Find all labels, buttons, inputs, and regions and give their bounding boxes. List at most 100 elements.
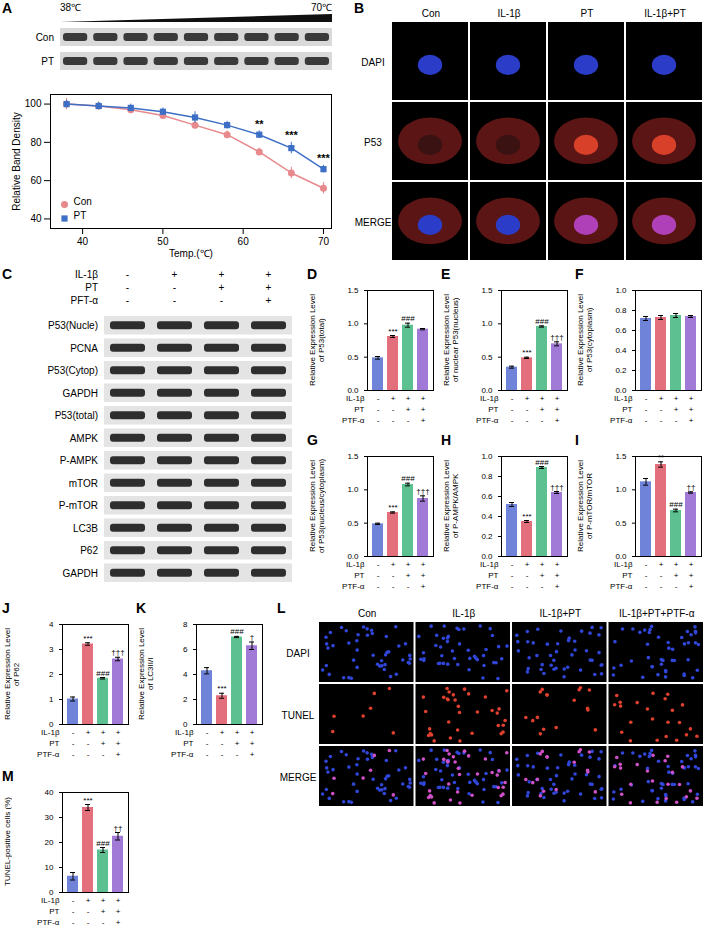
svg-text:+: + bbox=[421, 394, 426, 403]
svg-text:38℃: 38℃ bbox=[60, 2, 81, 13]
svg-text:P53(Nucle): P53(Nucle) bbox=[48, 320, 98, 331]
svg-text:0.5: 0.5 bbox=[347, 519, 359, 528]
svg-text:Con: Con bbox=[422, 8, 440, 19]
svg-text:0.5: 0.5 bbox=[615, 519, 627, 528]
svg-text:IL-1β: IL-1β bbox=[498, 8, 521, 19]
svg-text:-: - bbox=[645, 571, 648, 580]
svg-text:***: *** bbox=[388, 327, 397, 336]
svg-text:-: - bbox=[72, 739, 75, 748]
svg-text:IL-1β: IL-1β bbox=[346, 560, 365, 569]
svg-text:+: + bbox=[540, 405, 545, 414]
svg-text:IL-1β+PT: IL-1β+PT bbox=[644, 8, 686, 19]
svg-text:+: + bbox=[406, 405, 411, 414]
svg-text:-: - bbox=[87, 750, 90, 759]
svg-text:PTF-α: PTF-α bbox=[37, 918, 60, 927]
svg-text:-: - bbox=[87, 907, 90, 916]
svg-text:+: + bbox=[689, 394, 694, 403]
svg-text:60: 60 bbox=[238, 236, 250, 247]
svg-text:+: + bbox=[266, 269, 272, 280]
svg-text:+: + bbox=[116, 918, 121, 927]
svg-text:PT: PT bbox=[49, 907, 59, 916]
svg-text:###: ### bbox=[535, 458, 549, 467]
svg-text:-: - bbox=[660, 416, 663, 425]
svg-text:IL-1β: IL-1β bbox=[614, 394, 633, 403]
svg-text:IL-1β: IL-1β bbox=[452, 608, 475, 619]
svg-text:Temp.(℃): Temp.(℃) bbox=[169, 248, 213, 259]
svg-text:Con: Con bbox=[358, 608, 376, 619]
svg-text:PFT-α: PFT-α bbox=[71, 295, 99, 306]
svg-text:+: + bbox=[421, 582, 426, 591]
svg-text:-: - bbox=[392, 571, 395, 580]
svg-text:-: - bbox=[102, 918, 105, 927]
svg-text:-: - bbox=[87, 739, 90, 748]
svg-text:mTOR: mTOR bbox=[69, 478, 98, 489]
svg-text:††: †† bbox=[687, 483, 696, 492]
svg-text:PT: PT bbox=[85, 282, 98, 293]
svg-text:-: - bbox=[511, 394, 514, 403]
svg-text:+: + bbox=[421, 560, 426, 569]
svg-text:+: + bbox=[555, 571, 560, 580]
svg-text:-: - bbox=[511, 560, 514, 569]
svg-text:+: + bbox=[101, 896, 106, 905]
svg-text:***: *** bbox=[388, 503, 397, 512]
svg-text:-: - bbox=[511, 571, 514, 580]
svg-text:###: ### bbox=[230, 627, 244, 636]
svg-text:PTF-α: PTF-α bbox=[610, 582, 633, 591]
svg-text:***: *** bbox=[83, 634, 92, 643]
svg-text:-: - bbox=[126, 282, 129, 293]
svg-text:-: - bbox=[72, 896, 75, 905]
svg-text:+: + bbox=[555, 560, 560, 569]
svg-text:-: - bbox=[126, 269, 129, 280]
svg-text:-: - bbox=[221, 750, 224, 759]
svg-text:###: ### bbox=[669, 500, 683, 509]
svg-text:***: *** bbox=[285, 129, 299, 141]
svg-text:-: - bbox=[660, 405, 663, 414]
svg-text:MERGE: MERGE bbox=[355, 217, 392, 228]
svg-text:0.8: 0.8 bbox=[615, 306, 627, 315]
svg-text:-: - bbox=[526, 405, 529, 414]
svg-text:###: ### bbox=[401, 314, 415, 323]
svg-text:2: 2 bbox=[49, 670, 54, 679]
svg-text:†††: ††† bbox=[550, 333, 563, 342]
svg-text:+: + bbox=[116, 750, 121, 759]
svg-text:+: + bbox=[235, 739, 240, 748]
svg-text:+: + bbox=[555, 405, 560, 414]
svg-text:-: - bbox=[645, 416, 648, 425]
svg-text:+: + bbox=[421, 571, 426, 580]
svg-text:IL-1β: IL-1β bbox=[480, 560, 499, 569]
svg-text:+: + bbox=[391, 560, 396, 569]
svg-text:4: 4 bbox=[183, 670, 188, 679]
svg-text:1.5: 1.5 bbox=[481, 286, 493, 295]
svg-text:PT: PT bbox=[581, 8, 594, 19]
svg-text:1.0: 1.0 bbox=[615, 485, 627, 494]
svg-text:-: - bbox=[173, 295, 176, 306]
svg-text:**: ** bbox=[255, 118, 264, 130]
svg-text:P53: P53 bbox=[364, 137, 382, 148]
svg-text:PT: PT bbox=[183, 739, 193, 748]
svg-text:***: *** bbox=[522, 348, 531, 357]
svg-text:+: + bbox=[555, 394, 560, 403]
svg-text:+: + bbox=[555, 416, 560, 425]
svg-text:+: + bbox=[101, 728, 106, 737]
svg-text:+: + bbox=[116, 907, 121, 916]
svg-text:-: - bbox=[511, 582, 514, 591]
svg-text:***: *** bbox=[217, 684, 226, 693]
svg-text:IL-1β: IL-1β bbox=[75, 269, 98, 280]
svg-text:###: ### bbox=[535, 317, 549, 326]
svg-text:1.5: 1.5 bbox=[347, 452, 359, 461]
svg-text:-: - bbox=[675, 416, 678, 425]
svg-text:+: + bbox=[659, 394, 664, 403]
svg-text:-: - bbox=[541, 416, 544, 425]
svg-text:-: - bbox=[206, 750, 209, 759]
svg-text:###: ### bbox=[96, 839, 110, 848]
svg-text:-: - bbox=[526, 416, 529, 425]
svg-text:**: ** bbox=[658, 453, 664, 462]
svg-text:70: 70 bbox=[318, 236, 330, 247]
svg-text:†: † bbox=[250, 633, 254, 642]
svg-text:2: 2 bbox=[183, 695, 188, 704]
svg-text:IL-1β: IL-1β bbox=[41, 728, 60, 737]
svg-text:PT: PT bbox=[488, 405, 498, 414]
svg-text:-: - bbox=[221, 739, 224, 748]
svg-text:-: - bbox=[377, 394, 380, 403]
svg-text:0.4: 0.4 bbox=[481, 512, 493, 521]
